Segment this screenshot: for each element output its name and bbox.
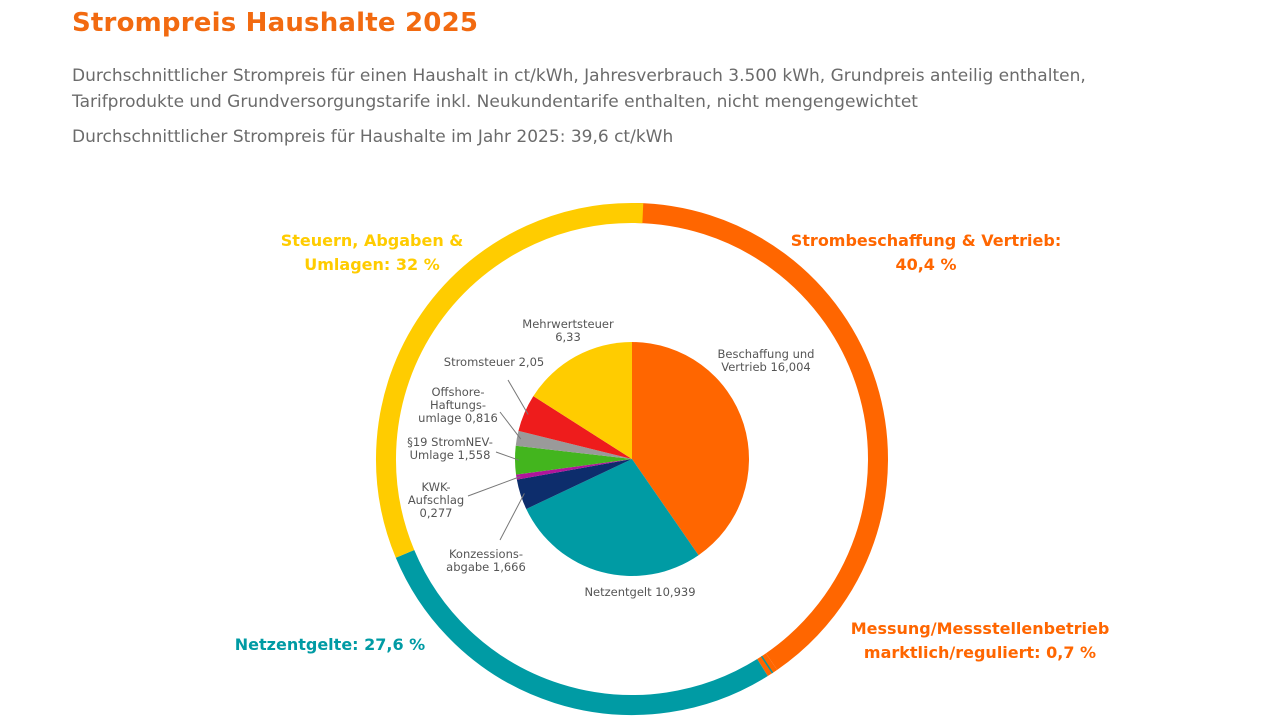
outer-ring xyxy=(376,203,888,715)
chart-labels: Steuern, Abgaben & Umlagen: 32 % Strombesc… xyxy=(235,231,1110,662)
pie-slice-konzession xyxy=(516,459,632,510)
leader-line-stromnev xyxy=(495,451,520,461)
leader-lines xyxy=(467,379,529,541)
leader-line-stromsteuer xyxy=(507,379,529,415)
pie-slice-kwk xyxy=(516,459,632,480)
outer-label-steuern: Steuern, Abgaben & Umlagen: 32 % xyxy=(281,231,464,274)
leader-line-offshore xyxy=(499,411,522,440)
outer-label-beschaffung: Strombeschaffung & Vertrieb: 40,4 % xyxy=(791,231,1062,274)
pie-slice-offshore xyxy=(515,430,632,459)
pie-slice-netzentgelt xyxy=(526,459,699,576)
pie-label-kwk: KWK-Aufschlag 0,277 xyxy=(408,480,464,520)
leader-line-konzession xyxy=(499,493,525,541)
pie-slice-stromsteuer xyxy=(518,396,632,459)
outer-label-messung: Messung/Messstellenbetrieb marktlich/regu… xyxy=(851,619,1110,662)
pie-label-netzentgelt: Netzentgelt 10,939 xyxy=(584,585,695,599)
outer-ring-segment-beschaffung xyxy=(631,203,888,670)
inner-pie xyxy=(515,342,750,576)
outer-ring-segment-steuern xyxy=(376,203,644,558)
pie-label-stromnev: §19 StromNEV-Umlage 1,558 xyxy=(407,435,493,462)
chart-title: Strompreis Haushalte 2025 xyxy=(72,8,479,38)
messung-marker xyxy=(760,655,774,674)
pie-label-mwst: Mehrwertsteuer 6,33 xyxy=(522,317,614,344)
pie-label-beschaffung: Beschaffung und Vertrieb 16,004 xyxy=(718,347,815,374)
outer-label-netz: Netzentgelte: 27,6 % xyxy=(235,635,425,654)
average-price-text: Durchschnittlicher Strompreis für Hausha… xyxy=(72,127,674,147)
outer-ring-segment-netz xyxy=(395,549,768,715)
pie-label-konzession: Konzessions-abgabe 1,666 xyxy=(446,547,526,574)
pie-slice-mwst xyxy=(533,342,632,459)
leader-line-kwk xyxy=(467,476,521,497)
pie-label-offshore: Offshore-Haftungs-umlage 0,816 xyxy=(418,385,498,425)
chart-subtitle: Durchschnittlicher Strompreis für einen … xyxy=(72,66,1086,112)
pie-slice-stromnev xyxy=(515,445,632,475)
pie-label-stromsteuer: Stromsteuer 2,05 xyxy=(444,355,544,369)
pie-slice-beschaffung xyxy=(632,342,750,556)
